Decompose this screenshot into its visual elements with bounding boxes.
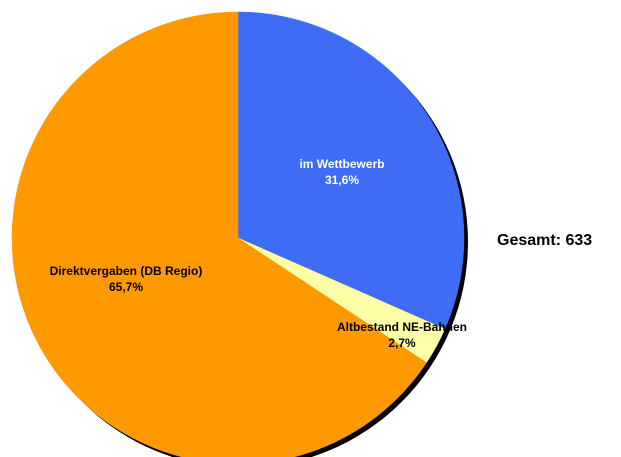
slice-value-label: 2,7% [388,336,416,350]
slice-label: im Wettbewerb [299,157,384,171]
pie-slices [11,11,465,457]
slice-value-label: 65,7% [109,280,143,294]
slice-label: Altbestand NE-Bahnen [337,320,467,334]
slice-value-label: 31,6% [325,173,359,187]
pie-slice-direktvergaben-db-regio [11,11,427,457]
slice-label: Direktvergaben (DB Regio) [50,264,203,278]
pie-slice-im-wettbewerb [237,11,465,330]
total-label: Gesamt: 633 [497,232,593,249]
pie-labels: im Wettbewerb 31,6% Altbestand NE-Bahnen 2,… [50,157,467,350]
